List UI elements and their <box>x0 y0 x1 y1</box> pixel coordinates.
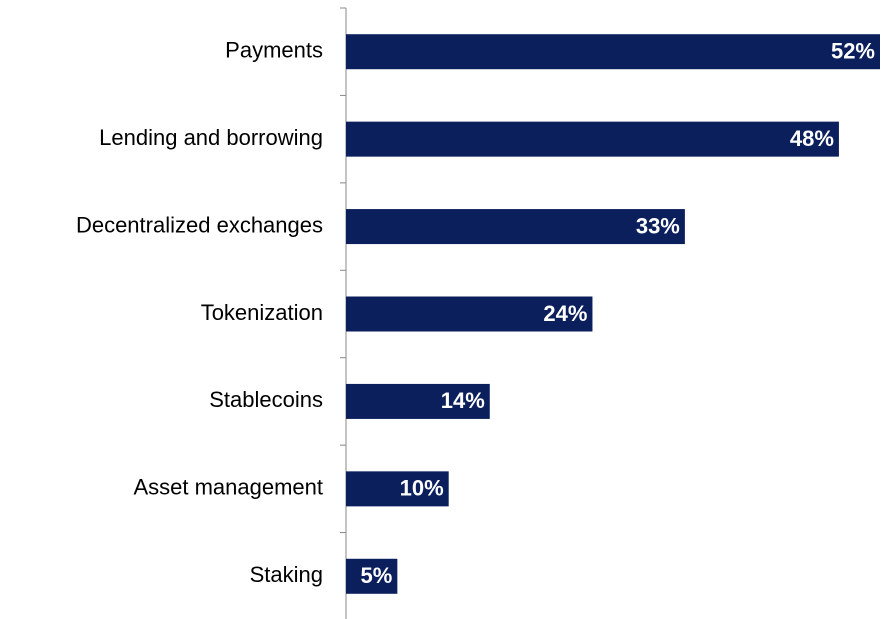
bar <box>346 383 490 419</box>
value-label: 52% <box>831 39 875 64</box>
value-label: 24% <box>543 301 587 326</box>
bar <box>346 209 685 245</box>
value-label: 10% <box>400 476 444 501</box>
category-label: Stablecoins <box>209 387 323 412</box>
bar <box>346 121 839 157</box>
bar <box>346 34 880 70</box>
category-label: Decentralized exchanges <box>76 212 323 237</box>
category-label: Tokenization <box>201 300 323 325</box>
bar <box>346 558 398 594</box>
bar <box>346 471 449 507</box>
category-label: Payments <box>225 38 323 63</box>
value-label: 48% <box>790 126 834 151</box>
value-label: 33% <box>636 213 680 238</box>
bar <box>346 296 593 332</box>
category-label: Lending and borrowing <box>99 125 323 150</box>
category-label: Asset management <box>133 475 323 500</box>
value-label: 5% <box>361 563 393 588</box>
category-label: Staking <box>250 562 323 587</box>
value-label: 14% <box>441 388 485 413</box>
